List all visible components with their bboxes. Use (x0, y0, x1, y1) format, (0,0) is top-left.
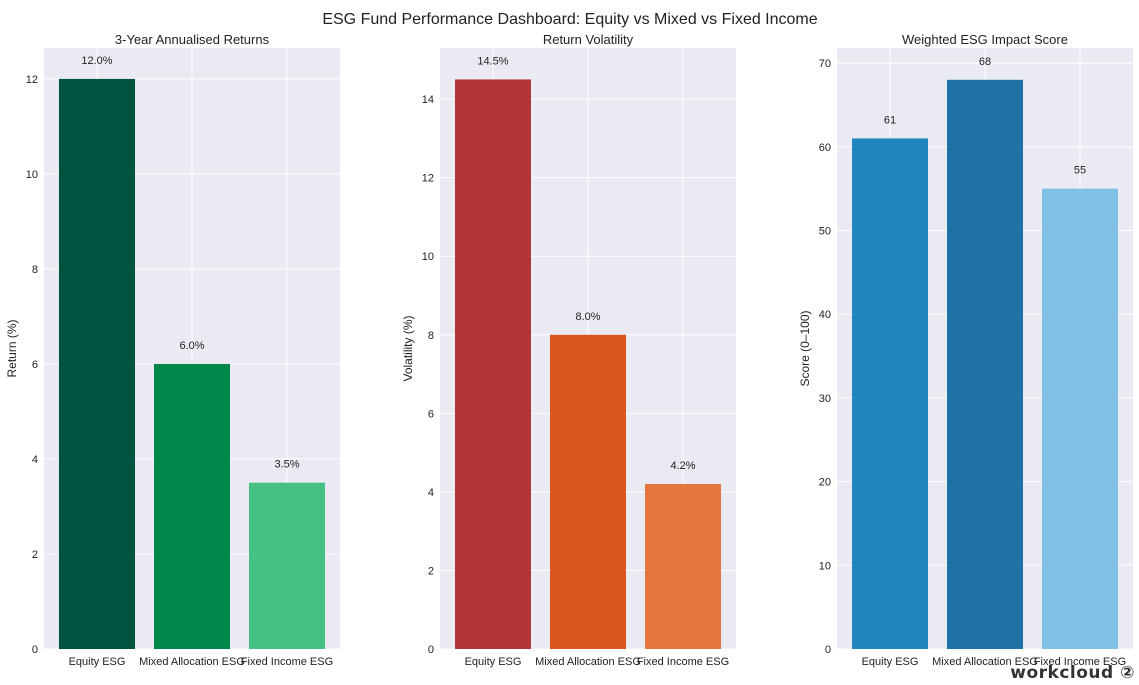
y-tick-label: 4 (428, 487, 434, 499)
x-tick-label: Mixed Allocation ESG (932, 656, 1038, 668)
y-axis-label: Volatility (%) (401, 315, 415, 381)
panel-title: Return Volatility (543, 32, 634, 47)
bar-value-label: 14.5% (477, 55, 508, 67)
x-tick-label: Equity ESG (69, 656, 126, 668)
y-tick-label: 10 (26, 169, 38, 181)
x-tick-label: Fixed Income ESG (637, 656, 729, 668)
watermark-logo: workcloud ② (1010, 663, 1135, 683)
y-tick-label: 60 (819, 142, 831, 154)
bar-fixed-income-esg (1042, 188, 1118, 649)
y-tick-label: 2 (32, 549, 38, 561)
y-tick-label: 6 (428, 408, 434, 420)
bar-fixed-income-esg (249, 482, 325, 649)
y-tick-label: 10 (422, 251, 434, 263)
x-tick-label: Mixed Allocation ESG (139, 656, 245, 668)
bar-mixed-allocation-esg (550, 334, 626, 649)
bar-value-label: 12.0% (81, 55, 112, 67)
panel-1: 0 2 4 6 8 10 12 12.0% Equity ESG 6.0% Mixed Alloca… (5, 32, 340, 668)
y-tick-label: 20 (819, 477, 831, 489)
bar-value-label: 4.2% (670, 460, 695, 472)
bar-value-label: 61 (884, 114, 896, 126)
panel-title: Weighted ESG Impact Score (902, 32, 1068, 47)
y-tick-label: 2 (428, 565, 434, 577)
y-tick-label: 6 (32, 359, 38, 371)
y-tick-label: 70 (819, 58, 831, 70)
bar-equity-esg (59, 78, 135, 650)
y-tick-label: 8 (32, 264, 38, 276)
panel-2: 0 2 4 6 8 10 12 14 14.5% Equity ESG 8.0% Mixed Allo… (401, 32, 736, 668)
panel-title: 3-Year Annualised Returns (115, 32, 270, 47)
x-tick-label: Fixed Income ESG (241, 656, 333, 668)
y-tick-label: 12 (26, 74, 38, 86)
x-tick-label: Mixed Allocation ESG (535, 656, 641, 668)
y-tick-label: 14 (422, 94, 434, 106)
bar-value-label: 3.5% (274, 459, 299, 471)
bar-value-label: 68 (979, 56, 991, 68)
bar-mixed-allocation-esg (947, 79, 1023, 649)
panel-3: 0 10 20 30 40 50 60 70 61 Equity ESG 68 Mixed Alloc… (798, 32, 1133, 668)
y-axis-label: Score (0–100) (798, 310, 812, 386)
bar-fixed-income-esg (645, 484, 721, 649)
bar-equity-esg (455, 79, 531, 650)
bar-equity-esg (852, 138, 928, 649)
y-tick-label: 8 (428, 330, 434, 342)
y-tick-label: 50 (819, 225, 831, 237)
y-tick-label: 30 (819, 393, 831, 405)
x-tick-label: Equity ESG (465, 656, 522, 668)
y-tick-label: 0 (825, 644, 831, 656)
y-tick-label: 12 (422, 173, 434, 185)
y-tick-label: 0 (32, 644, 38, 656)
bar-mixed-allocation-esg (154, 363, 230, 649)
x-tick-label: Equity ESG (862, 656, 919, 668)
y-tick-label: 4 (32, 454, 38, 466)
bar-value-label: 55 (1074, 165, 1086, 177)
bar-value-label: 6.0% (179, 340, 204, 352)
bar-value-label: 8.0% (575, 311, 600, 323)
y-tick-label: 10 (819, 560, 831, 572)
main-title: ESG Fund Performance Dashboard: Equity v… (322, 11, 817, 28)
y-tick-label: 0 (428, 644, 434, 656)
x-tick-label: Fixed Income ESG (1034, 656, 1126, 668)
y-tick-label: 40 (819, 309, 831, 321)
y-axis-label: Return (%) (5, 319, 19, 377)
